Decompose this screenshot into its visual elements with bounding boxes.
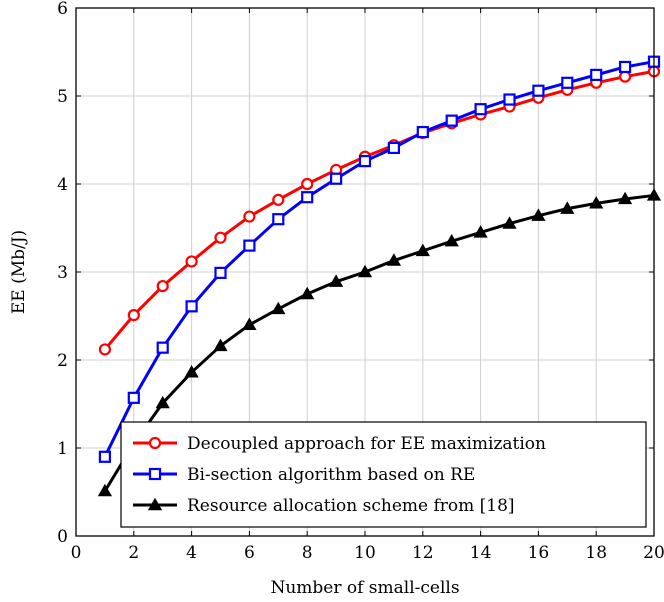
data-point-square xyxy=(272,213,285,226)
data-point-triangle xyxy=(415,243,430,257)
x-tick-label: 0 xyxy=(71,543,82,563)
x-tick-label: 12 xyxy=(412,543,434,563)
data-point-square xyxy=(474,103,487,116)
legend-label: Bi-section algorithm based on RE xyxy=(187,465,475,485)
x-tick-label: 16 xyxy=(528,543,550,563)
data-point-circle xyxy=(243,210,256,223)
data-point-legend-triangle xyxy=(147,497,163,511)
data-point-square xyxy=(127,391,140,404)
data-point-square xyxy=(590,68,603,81)
data-point-square xyxy=(387,141,400,155)
data-point-square xyxy=(98,450,112,463)
legend-item: Bi-section algorithm based on RE xyxy=(133,465,475,485)
data-point-triangle xyxy=(97,483,113,497)
data-point-triangle xyxy=(184,365,199,378)
data-point-legend-circle xyxy=(148,436,162,450)
data-point-square xyxy=(301,191,314,204)
x-tick-label: 20 xyxy=(643,543,664,563)
data-point-triangle xyxy=(300,286,315,300)
data-point-square xyxy=(532,84,545,97)
x-tick-label: 6 xyxy=(244,543,255,563)
data-point-triangle xyxy=(271,301,286,315)
y-tick-label: 6 xyxy=(57,0,68,19)
legend-box xyxy=(120,421,647,528)
y-tick-label: 4 xyxy=(57,175,68,195)
data-point-triangle xyxy=(242,317,257,330)
x-tick-label: 4 xyxy=(186,543,197,563)
data-point-square xyxy=(243,239,256,252)
y-axis-label: EE (Mb/J) xyxy=(9,230,29,314)
data-point-circle xyxy=(214,231,227,244)
legend-item: Decoupled approach for EE maximization xyxy=(133,434,546,454)
series-square xyxy=(98,55,661,463)
y-tick-label: 0 xyxy=(57,527,68,547)
data-point-square xyxy=(503,93,516,106)
y-tick-label: 1 xyxy=(57,439,68,459)
series-circle xyxy=(98,65,661,356)
data-point-circle xyxy=(98,343,112,356)
x-tick-label: 14 xyxy=(470,543,492,563)
data-point-triangle xyxy=(155,395,170,409)
data-point-square xyxy=(445,114,458,127)
series-triangle xyxy=(97,188,662,497)
series-layer xyxy=(97,55,662,497)
data-point-triangle xyxy=(589,196,604,209)
data-point-square xyxy=(330,172,343,185)
data-point-triangle xyxy=(328,274,344,287)
x-tick-label: 8 xyxy=(302,543,313,563)
data-point-square xyxy=(214,266,227,279)
data-point-triangle xyxy=(473,225,488,238)
data-point-triangle xyxy=(444,233,459,247)
data-point-triangle xyxy=(531,208,546,221)
x-tick-label: 18 xyxy=(585,543,607,563)
legend-label: Decoupled approach for EE maximization xyxy=(187,434,546,454)
data-point-legend-square xyxy=(148,467,162,481)
data-point-square xyxy=(185,300,198,313)
data-point-circle xyxy=(185,255,198,268)
data-point-square xyxy=(416,125,429,139)
data-point-square xyxy=(358,155,372,168)
data-point-square xyxy=(561,76,574,89)
data-point-circle xyxy=(272,193,285,206)
y-tick-label: 2 xyxy=(57,351,68,371)
legend: Decoupled approach for EE maximization Bi… xyxy=(120,421,647,528)
legend-label: Resource allocation scheme from [18] xyxy=(187,496,515,516)
data-point-circle xyxy=(156,279,169,293)
data-point-square xyxy=(618,60,632,74)
x-tick-label: 10 xyxy=(354,543,376,563)
x-axis-label: Number of small-cells xyxy=(270,578,459,598)
data-point-triangle xyxy=(213,338,228,352)
x-tick-label: 2 xyxy=(128,543,139,563)
data-point-triangle xyxy=(386,253,402,266)
data-point-triangle xyxy=(357,264,373,278)
data-point-square xyxy=(156,341,169,354)
y-tick-label: 3 xyxy=(57,263,68,283)
data-point-circle xyxy=(301,177,314,191)
y-tick-label: 5 xyxy=(57,87,68,107)
data-point-triangle xyxy=(502,216,517,229)
legend-item: Resource allocation scheme from [18] xyxy=(133,496,515,516)
data-point-circle xyxy=(127,309,140,322)
data-point-triangle xyxy=(617,191,633,205)
data-point-circle xyxy=(618,70,632,83)
data-point-triangle xyxy=(560,201,575,214)
